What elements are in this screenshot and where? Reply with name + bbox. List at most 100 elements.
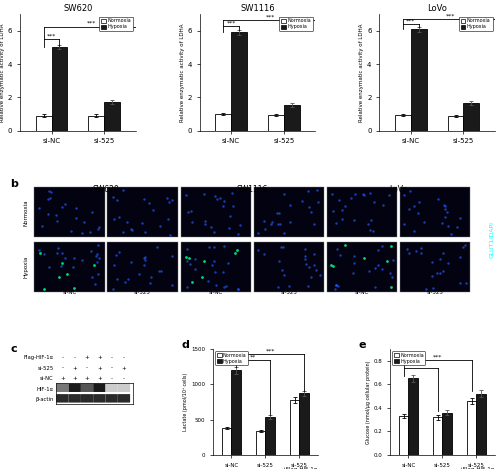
Point: [126, 225, 134, 233]
Text: b: b: [10, 179, 18, 189]
Text: si-525: si-525: [280, 289, 297, 295]
Y-axis label: Lactate (pmol/10⁵ cells): Lactate (pmol/10⁵ cells): [184, 373, 188, 431]
Point: [138, 219, 146, 227]
Point: [351, 190, 359, 198]
Point: [61, 255, 69, 262]
Point: [387, 283, 395, 290]
Point: [212, 192, 220, 199]
Point: [78, 229, 86, 237]
Point: [93, 258, 101, 266]
Point: [440, 202, 448, 209]
Point: [347, 194, 355, 202]
Point: [338, 206, 346, 214]
Point: [298, 197, 306, 204]
Text: LoVo: LoVo: [390, 185, 407, 194]
Point: [280, 243, 287, 250]
Point: [348, 269, 356, 277]
Bar: [254, 242, 324, 292]
Point: [277, 243, 285, 250]
Point: [67, 227, 75, 234]
Point: [370, 198, 378, 206]
Point: [261, 225, 269, 232]
Point: [224, 259, 232, 267]
Point: [378, 265, 386, 272]
Text: **: **: [250, 355, 256, 360]
Point: [109, 286, 117, 293]
Point: [300, 256, 308, 263]
Point: [208, 261, 216, 269]
Point: [225, 224, 233, 232]
Point: [46, 188, 54, 195]
Point: [219, 269, 227, 276]
Point: [220, 283, 228, 290]
Point: [336, 251, 344, 258]
Bar: [442, 413, 452, 455]
Point: [128, 226, 136, 234]
FancyBboxPatch shape: [56, 394, 68, 402]
Point: [428, 258, 436, 266]
Point: [254, 246, 262, 253]
Bar: [231, 32, 247, 131]
Point: [222, 282, 230, 289]
Point: [444, 222, 452, 230]
Point: [232, 250, 239, 257]
Text: ***: ***: [226, 20, 236, 25]
Point: [72, 204, 80, 212]
Point: [274, 209, 281, 216]
Point: [112, 197, 120, 204]
Bar: [399, 416, 408, 455]
Point: [382, 257, 390, 265]
Point: [366, 226, 374, 234]
Point: [165, 198, 173, 206]
Text: -: -: [86, 365, 88, 371]
Point: [301, 252, 309, 259]
Point: [369, 227, 377, 234]
Point: [88, 273, 96, 280]
Bar: [254, 187, 324, 237]
Point: [124, 275, 132, 282]
Text: +: +: [84, 376, 89, 381]
Point: [35, 246, 43, 254]
Bar: [400, 187, 470, 237]
Point: [436, 255, 444, 263]
Point: [44, 196, 52, 203]
Point: [142, 228, 150, 235]
FancyBboxPatch shape: [106, 384, 118, 392]
Legend: Normoxia, Hypoxia: Normoxia, Hypoxia: [100, 16, 134, 31]
Point: [134, 270, 142, 278]
Point: [310, 261, 318, 269]
Point: [285, 282, 293, 289]
Point: [274, 220, 282, 228]
Point: [228, 203, 236, 210]
Point: [44, 263, 52, 271]
Text: -: -: [74, 355, 76, 360]
Point: [308, 273, 316, 280]
Point: [328, 190, 336, 198]
Point: [444, 259, 452, 267]
Title: LoVo: LoVo: [427, 4, 447, 13]
Point: [58, 259, 66, 267]
Point: [404, 250, 412, 257]
Text: -: -: [110, 365, 112, 371]
Text: ***: ***: [47, 33, 56, 38]
Point: [44, 211, 52, 218]
FancyBboxPatch shape: [68, 384, 81, 392]
Point: [168, 196, 176, 204]
Point: [429, 284, 437, 292]
Point: [200, 190, 208, 197]
Point: [226, 213, 234, 220]
Bar: [180, 187, 251, 237]
Point: [204, 277, 212, 285]
Point: [330, 262, 338, 270]
Text: si-NC: si-NC: [208, 289, 223, 295]
Point: [268, 219, 276, 226]
Text: Hypoxia: Hypoxia: [23, 256, 28, 279]
Point: [286, 219, 294, 226]
Point: [374, 261, 382, 268]
Point: [124, 219, 132, 226]
Text: -: -: [62, 355, 64, 360]
Point: [94, 254, 102, 262]
Text: SW1116: SW1116: [236, 185, 268, 194]
Y-axis label: Glucose (nmol/μg cellular protein): Glucose (nmol/μg cellular protein): [366, 360, 370, 444]
Y-axis label: Relative enzymatic activity of LDHA: Relative enzymatic activity of LDHA: [0, 23, 5, 121]
